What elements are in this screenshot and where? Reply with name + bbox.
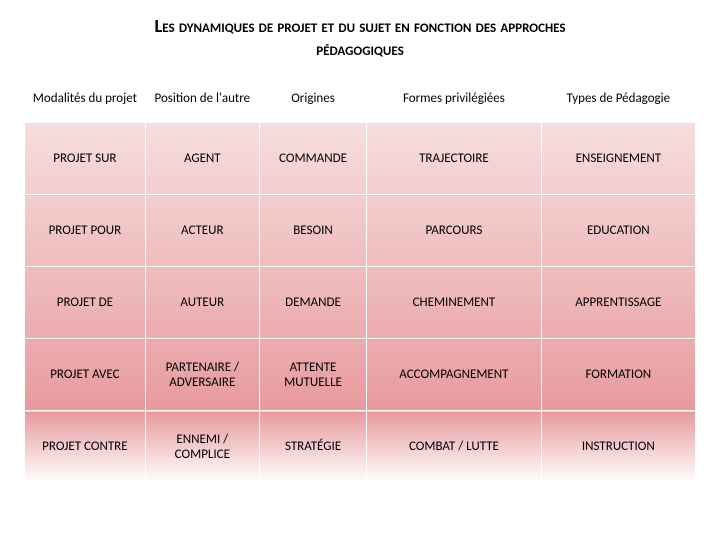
cell: ENSEIGNEMENT bbox=[541, 123, 695, 195]
cell: AUTEUR bbox=[145, 267, 259, 339]
cell: PROJET DE bbox=[25, 267, 146, 339]
table-header-row: Modalités du projet Position de l'autre … bbox=[25, 75, 696, 123]
table-row: PROJET AVEC PARTENAIRE / ADVERSAIRE ATTE… bbox=[25, 339, 696, 411]
cell: PROJET AVEC bbox=[25, 339, 146, 411]
cell: PROJET POUR bbox=[25, 195, 146, 267]
table-row: PROJET DE AUTEUR DEMANDE CHEMINEMENT APP… bbox=[25, 267, 696, 339]
cell: TRAJECTOIRE bbox=[367, 123, 541, 195]
col-header: Modalités du projet bbox=[25, 75, 146, 123]
slide-page: Les dynamiques de projet et du sujet en … bbox=[0, 0, 720, 540]
col-header: Types de Pédagogie bbox=[541, 75, 695, 123]
col-header: Formes privilégiées bbox=[367, 75, 541, 123]
cell: AGENT bbox=[145, 123, 259, 195]
cell: FORMATION bbox=[541, 339, 695, 411]
table-row: PROJET SUR AGENT COMMANDE TRAJECTOIRE EN… bbox=[25, 123, 696, 195]
title-line2: pédagogiques bbox=[316, 37, 403, 60]
col-header: Origines bbox=[259, 75, 366, 123]
cell: BESOIN bbox=[259, 195, 366, 267]
page-title: Les dynamiques de projet et du sujet en … bbox=[24, 14, 696, 60]
col-header: Position de l'autre bbox=[145, 75, 259, 123]
dynamics-table: Modalités du projet Position de l'autre … bbox=[24, 74, 696, 483]
cell: PROJET SUR bbox=[25, 123, 146, 195]
table-row: PROJET CONTRE ENNEMI / COMPLICE STRATÉGI… bbox=[25, 411, 696, 483]
cell: STRATÉGIE bbox=[259, 411, 366, 483]
cell: ATTENTE MUTUELLE bbox=[259, 339, 366, 411]
table-body: PROJET SUR AGENT COMMANDE TRAJECTOIRE EN… bbox=[25, 123, 696, 483]
table-head: Modalités du projet Position de l'autre … bbox=[25, 75, 696, 123]
cell: PARCOURS bbox=[367, 195, 541, 267]
cell: ACCOMPAGNEMENT bbox=[367, 339, 541, 411]
cell: COMMANDE bbox=[259, 123, 366, 195]
cell: INSTRUCTION bbox=[541, 411, 695, 483]
title-line1: Les dynamiques de projet et du sujet en … bbox=[154, 14, 565, 37]
cell: APPRENTISSAGE bbox=[541, 267, 695, 339]
cell: COMBAT / LUTTE bbox=[367, 411, 541, 483]
cell: ENNEMI / COMPLICE bbox=[145, 411, 259, 483]
cell: CHEMINEMENT bbox=[367, 267, 541, 339]
cell: ACTEUR bbox=[145, 195, 259, 267]
cell: DEMANDE bbox=[259, 267, 366, 339]
cell: PROJET CONTRE bbox=[25, 411, 146, 483]
table-row: PROJET POUR ACTEUR BESOIN PARCOURS EDUCA… bbox=[25, 195, 696, 267]
cell: PARTENAIRE / ADVERSAIRE bbox=[145, 339, 259, 411]
cell: EDUCATION bbox=[541, 195, 695, 267]
